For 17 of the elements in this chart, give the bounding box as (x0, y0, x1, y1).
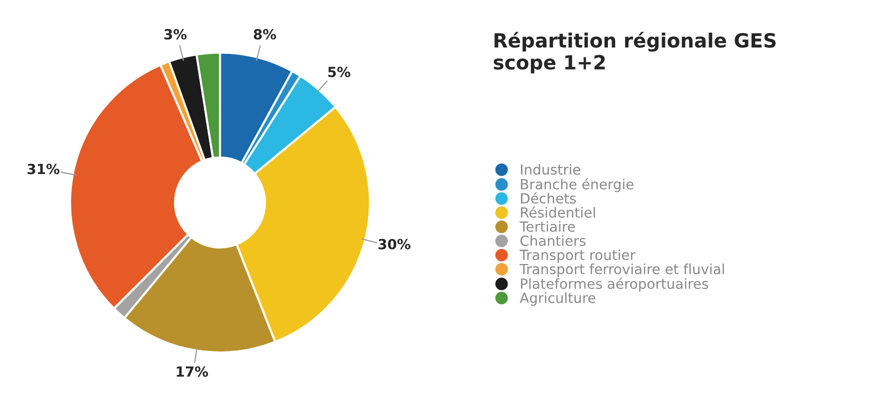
legend-label: Plateformes aéroportuaires (521, 278, 708, 292)
legend-label: Tertiaire (520, 221, 575, 232)
legend-label: Transport ferroviaire et fluvial (520, 264, 724, 277)
legend-label: Chantiers (520, 235, 586, 246)
data-label: 30% (378, 238, 410, 250)
legend-label: Déchets (521, 192, 576, 204)
legend-label: Transport routier (520, 249, 636, 263)
data-label: 31% (28, 164, 60, 174)
legend-label: Branche énergie (521, 178, 634, 192)
data-label: 5% (328, 66, 350, 78)
text: Répartition régionale GES scope 1+2 (494, 32, 776, 74)
legend-label: Agriculture (520, 292, 596, 306)
data-label: 3% (164, 29, 187, 40)
legend-label: Industrie (521, 164, 580, 175)
legend-label: Résidentiel (521, 206, 595, 218)
data-label: 17% (176, 366, 208, 377)
data-label: 8% (254, 29, 276, 40)
